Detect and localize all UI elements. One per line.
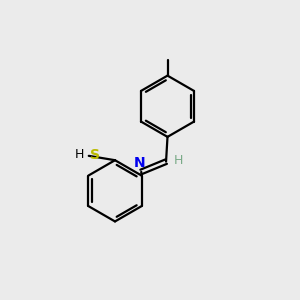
Text: N: N: [134, 155, 146, 170]
Text: H: H: [75, 148, 84, 161]
Text: H: H: [174, 154, 184, 167]
Text: S: S: [90, 148, 100, 162]
